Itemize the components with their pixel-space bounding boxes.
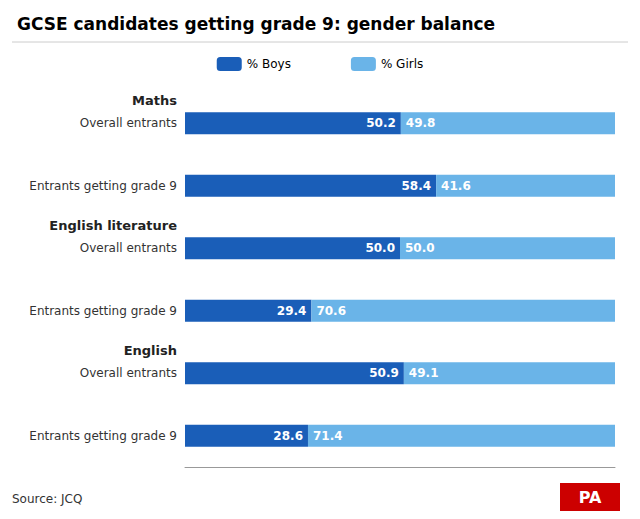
svg-text:49.1: 49.1 bbox=[409, 366, 439, 380]
svg-text:% Girls: % Girls bbox=[381, 57, 423, 71]
svg-text:Source: JCQ: Source: JCQ bbox=[12, 492, 82, 506]
svg-text:Overall entrants: Overall entrants bbox=[80, 116, 177, 130]
svg-text:% Boys: % Boys bbox=[247, 57, 291, 71]
svg-text:English literature: English literature bbox=[49, 218, 177, 233]
svg-text:50.2: 50.2 bbox=[366, 116, 396, 130]
svg-text:41.6: 41.6 bbox=[441, 179, 471, 193]
svg-text:Entrants getting grade 9: Entrants getting grade 9 bbox=[29, 429, 177, 443]
svg-text:50.0: 50.0 bbox=[405, 241, 435, 255]
svg-text:Entrants getting grade 9: Entrants getting grade 9 bbox=[29, 304, 177, 318]
svg-text:29.4: 29.4 bbox=[277, 304, 307, 318]
svg-text:PA: PA bbox=[579, 488, 602, 507]
svg-text:Overall entrants: Overall entrants bbox=[80, 366, 177, 380]
svg-text:English: English bbox=[124, 343, 177, 358]
svg-text:Entrants getting grade 9: Entrants getting grade 9 bbox=[29, 179, 177, 193]
svg-text:58.4: 58.4 bbox=[402, 179, 432, 193]
svg-text:50.9: 50.9 bbox=[369, 366, 399, 380]
svg-text:GCSE candidates getting grade: GCSE candidates getting grade 9: gender … bbox=[17, 14, 495, 34]
svg-text:Maths: Maths bbox=[132, 93, 177, 108]
svg-text:49.8: 49.8 bbox=[406, 116, 436, 130]
svg-text:50.0: 50.0 bbox=[365, 241, 395, 255]
svg-text:28.6: 28.6 bbox=[273, 429, 303, 443]
svg-text:Overall entrants: Overall entrants bbox=[80, 241, 177, 255]
svg-text:70.6: 70.6 bbox=[316, 304, 346, 318]
svg-text:71.4: 71.4 bbox=[313, 429, 343, 443]
